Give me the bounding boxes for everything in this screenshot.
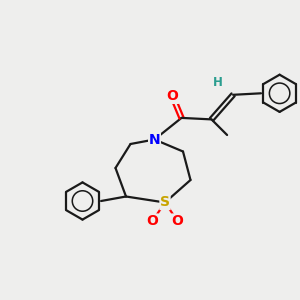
Text: S: S (160, 196, 170, 209)
Text: H: H (213, 76, 222, 89)
Text: N: N (149, 133, 160, 146)
Text: O: O (146, 214, 158, 228)
Text: O: O (167, 89, 178, 103)
Text: O: O (172, 214, 184, 228)
